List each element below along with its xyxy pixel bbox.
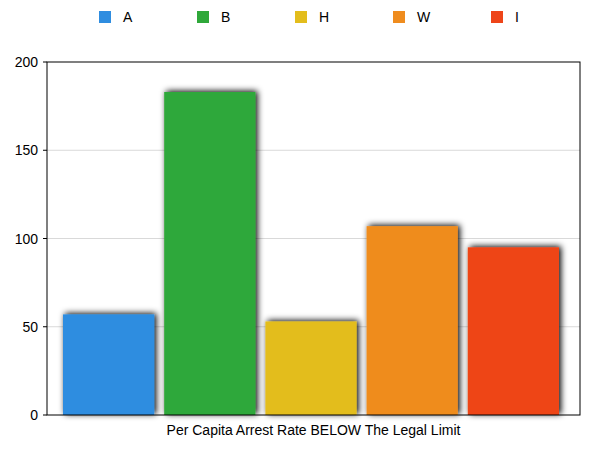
legend-label: A bbox=[123, 9, 133, 25]
tick-mark bbox=[43, 326, 47, 327]
legend-label: I bbox=[515, 9, 519, 25]
tick-label: 200 bbox=[15, 54, 39, 70]
legend-swatch bbox=[295, 11, 307, 23]
tick-mark bbox=[43, 415, 47, 416]
bar bbox=[367, 226, 458, 415]
chart: 0 50 100 150 200 Per Capita Arrest Rate BELOW… bbox=[0, 0, 600, 453]
bar bbox=[164, 92, 255, 415]
category-label: Per Capita Arrest Rate BELOW The Legal L… bbox=[167, 422, 461, 438]
tick-mark bbox=[43, 238, 47, 239]
legend-swatch bbox=[491, 11, 503, 23]
legend-swatch bbox=[393, 11, 405, 23]
legend-swatch bbox=[197, 11, 209, 23]
bar bbox=[468, 247, 559, 415]
grid-line bbox=[47, 150, 580, 151]
legend-label: H bbox=[319, 9, 329, 25]
tick-label: 100 bbox=[15, 231, 39, 247]
tick-mark bbox=[43, 150, 47, 151]
bar bbox=[265, 321, 356, 415]
grid-line bbox=[47, 238, 580, 239]
legend-label: W bbox=[417, 9, 431, 25]
tick-label: 0 bbox=[30, 407, 38, 423]
tick-label: 50 bbox=[22, 319, 38, 335]
legend-swatch bbox=[99, 11, 111, 23]
plot-frame bbox=[47, 62, 580, 415]
tick-label: 150 bbox=[15, 142, 39, 158]
bar bbox=[63, 314, 154, 415]
tick-mark bbox=[43, 62, 47, 63]
legend-label: B bbox=[221, 9, 230, 25]
